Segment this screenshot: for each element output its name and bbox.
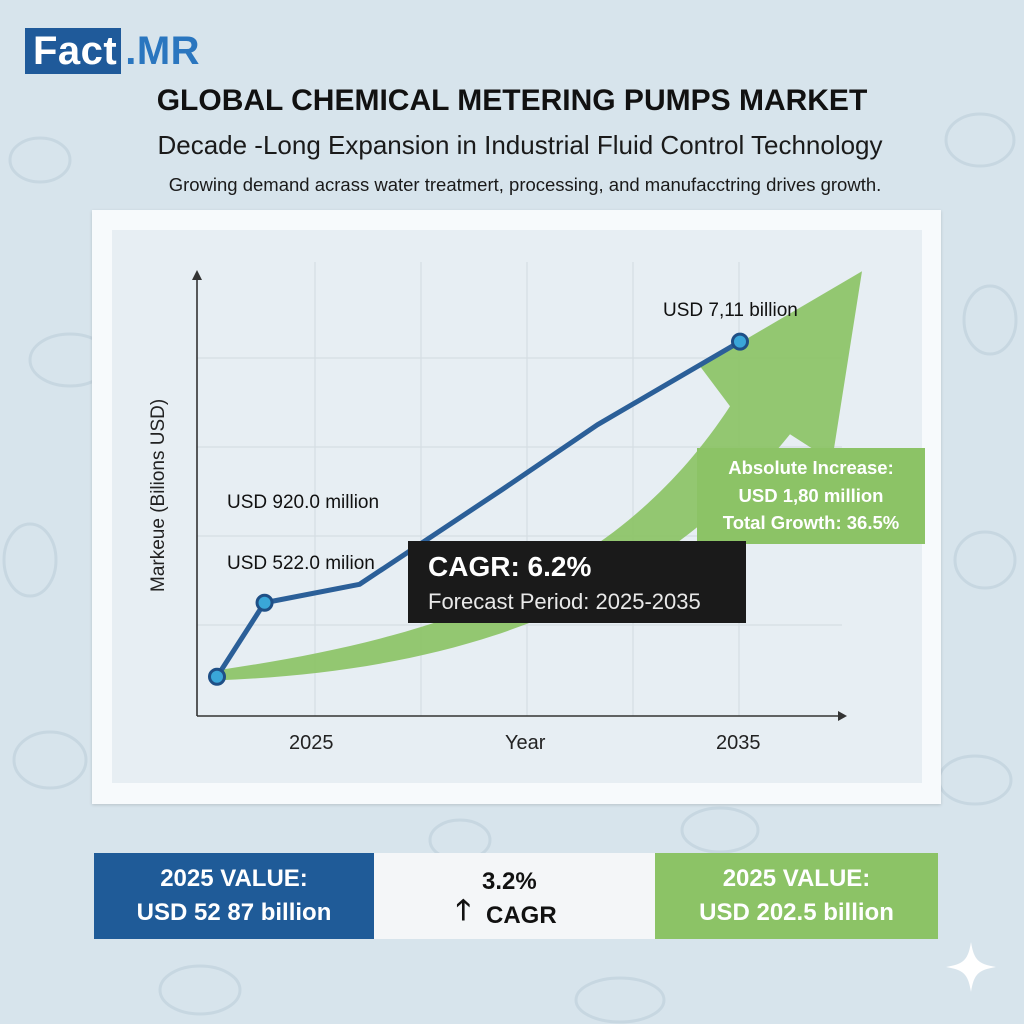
data-point (731, 332, 749, 351)
stat-label: 2025 VALUE: (722, 865, 871, 892)
stat-card-left: 2025 VALUE: USD 52 87 billion (94, 853, 374, 939)
y-axis-title: Markeue (Bilions USD) (148, 398, 169, 592)
data-label: USD 7,11 billion (663, 300, 798, 321)
stat-card-middle: 🡑 3.2% CAGR (374, 853, 655, 939)
stat-label: 2025 VALUE: (160, 865, 308, 892)
sparkle-icon (946, 942, 996, 992)
callout-line: Absolute Increase: (728, 457, 894, 478)
cagr-callout: CAGR: 6.2% Forecast Period: 2025-2035 (408, 541, 746, 623)
stat-value: USD 202.5 billion (699, 899, 894, 926)
stat-value: USD 52 87 billion (136, 899, 332, 926)
x-tick-label: 2025 (289, 732, 334, 754)
up-arrow-icon: 🡑 (456, 894, 471, 925)
page-tagline: Growing demand acrass water treatmert, p… (168, 174, 882, 195)
data-label: USD 920.0 million (227, 492, 380, 513)
data-point (208, 667, 226, 686)
logo-right-text: .MR (125, 29, 201, 73)
logo-left-text: Fact (25, 28, 122, 74)
fact-mr-logo: Fact .MR (25, 28, 200, 74)
cagr-headline: CAGR: 6.2% (428, 551, 592, 582)
page-title: GLOBAL CHEMICAL METERING PUMPS MARKET (156, 84, 868, 117)
data-label: USD 522.0 milion (227, 553, 375, 574)
cagr-detail: Forecast Period: 2025-2035 (428, 589, 701, 614)
data-point (255, 593, 274, 612)
x-tick-label: 2035 (716, 732, 761, 754)
x-axis-arrow-icon (838, 711, 847, 721)
stat-value: 3.2% (482, 868, 537, 895)
y-axis-arrow-icon (192, 270, 202, 280)
stat-card-right: 2025 VALUE: USD 202.5 billion (655, 853, 938, 939)
callout-line: Total Growth: 36.5% (722, 512, 900, 533)
market-value-line (214, 339, 743, 680)
stat-label: CAGR (486, 902, 557, 929)
page-subtitle: Decade -Long Expansion in Industrial Flu… (157, 130, 883, 160)
x-axis-title: Year (505, 732, 546, 754)
callout-line: USD 1,80 million (738, 485, 884, 506)
absolute-increase-callout: Absolute Increase: USD 1,80 million Tota… (697, 448, 925, 544)
